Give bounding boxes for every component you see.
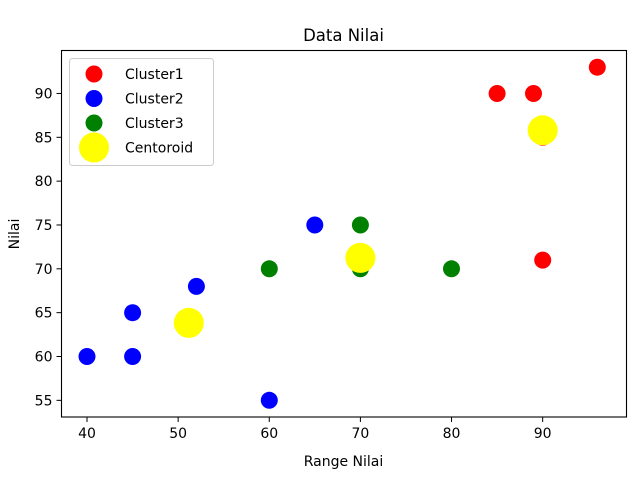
series-centoroid xyxy=(173,115,558,338)
legend-item-cluster1: Cluster1 xyxy=(85,65,184,83)
data-point xyxy=(588,58,606,76)
data-point xyxy=(351,216,369,234)
y-tick-label: 55 xyxy=(35,393,53,409)
data-point xyxy=(306,216,324,234)
legend-item-cluster2: Cluster2 xyxy=(85,90,184,108)
data-point xyxy=(187,277,205,295)
y-axis-label: Nilai xyxy=(7,219,23,250)
data-point xyxy=(443,260,460,278)
data-point xyxy=(345,242,376,273)
data-point xyxy=(488,85,506,102)
x-tick-label: 50 xyxy=(169,426,187,442)
legend-item-centoroid: Centoroid xyxy=(79,132,193,163)
legend-marker-icon xyxy=(85,114,103,132)
data-point xyxy=(534,251,552,269)
data-point xyxy=(527,115,558,146)
data-point xyxy=(525,85,542,102)
x-axis-label: Range Nilai xyxy=(304,454,384,470)
legend-label: Centoroid xyxy=(125,141,193,157)
legend-marker-icon xyxy=(85,65,103,83)
data-point xyxy=(260,260,278,278)
series-cluster1 xyxy=(488,58,606,269)
x-tick-label: 90 xyxy=(534,426,552,442)
series-cluster2 xyxy=(78,216,324,409)
legend-label: Cluster1 xyxy=(125,67,184,83)
y-tick-label: 80 xyxy=(35,174,53,190)
x-tick-label: 40 xyxy=(78,426,96,442)
legend-label: Cluster2 xyxy=(125,92,184,108)
x-axis-ticks: 40 50 60 70 80 90 xyxy=(78,417,552,442)
y-tick-label: 85 xyxy=(35,130,53,146)
data-point xyxy=(124,348,142,365)
legend-label: Cluster3 xyxy=(125,116,184,132)
y-axis-ticks: 55 60 65 70 75 80 85 90 xyxy=(35,86,62,409)
y-tick-label: 60 xyxy=(35,350,53,366)
data-point xyxy=(173,307,204,338)
legend: Cluster1 Cluster2 Cluster3 Centoroid xyxy=(69,58,214,166)
x-tick-label: 70 xyxy=(351,426,369,442)
legend-marker-icon xyxy=(79,132,109,163)
data-point xyxy=(124,304,142,322)
legend-item-cluster3: Cluster3 xyxy=(85,114,184,132)
legend-marker-icon xyxy=(85,90,103,107)
axes-frame xyxy=(60,49,628,418)
chart-title: Data Nilai xyxy=(303,26,384,45)
x-tick-label: 80 xyxy=(443,426,461,442)
y-tick-label: 75 xyxy=(35,218,53,234)
data-point xyxy=(260,391,278,409)
data-point xyxy=(78,348,96,365)
y-tick-label: 70 xyxy=(35,262,53,278)
x-tick-label: 60 xyxy=(260,426,278,442)
y-tick-label: 90 xyxy=(35,86,53,102)
plot-points xyxy=(78,58,606,409)
y-tick-label: 65 xyxy=(35,306,53,322)
